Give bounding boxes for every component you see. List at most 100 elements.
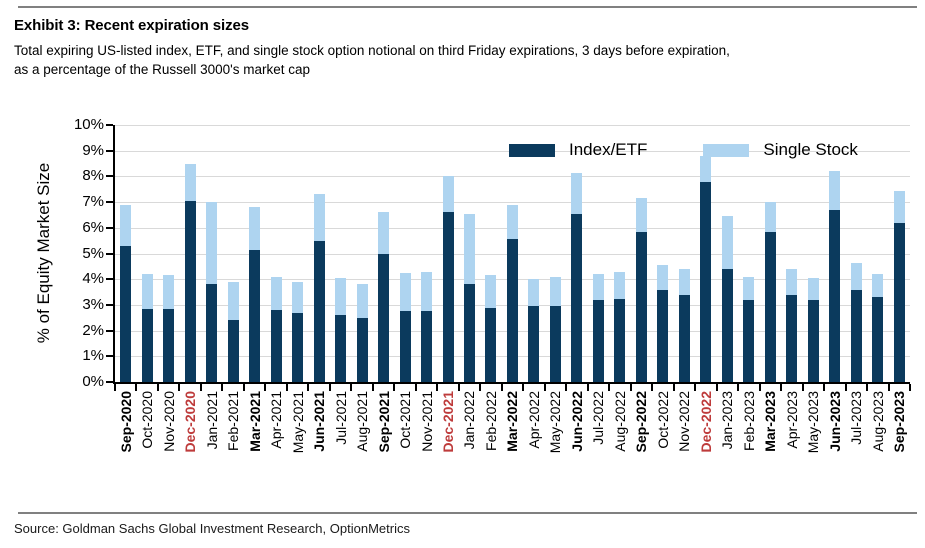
y-axis-tick-label: 6% [82, 218, 104, 236]
x-axis-label: Dec-2020 [182, 391, 199, 453]
y-axis-tick-label: 1% [82, 347, 104, 365]
bar-segment-single-stock [206, 202, 218, 285]
bar-segment-index-etf [614, 298, 626, 382]
x-axis-tick [543, 384, 546, 391]
x-axis-label-cell: Feb-2023 [738, 391, 759, 499]
bar-segment-single-stock [506, 204, 518, 240]
legend-label-index-etf: Index/ETF [569, 140, 648, 159]
bar-segment-single-stock [378, 212, 390, 254]
bar-segment-single-stock [163, 275, 175, 309]
x-axis-label-cell: Apr-2022 [523, 391, 544, 499]
x-axis-tick [586, 384, 589, 391]
bar-segment-index-etf [206, 284, 218, 382]
x-axis-label-cell: Sep-2020 [115, 391, 136, 499]
bar-segment-index-etf [635, 231, 647, 382]
x-axis-label-cell: Aug-2023 [867, 391, 888, 499]
bar-segment-index-etf [786, 294, 798, 382]
stacked-bar [700, 125, 712, 382]
bar-slot [308, 125, 329, 382]
top-divider [18, 6, 917, 8]
bar-slot [179, 125, 200, 382]
x-axis-label: Aug-2021 [354, 391, 371, 452]
bar-segment-index-etf [549, 306, 561, 382]
bar-segment-single-stock [635, 198, 647, 232]
bar-segment-single-stock [807, 278, 819, 300]
x-axis-label: Jun-2023 [826, 391, 843, 452]
bar-segment-index-etf [313, 240, 325, 382]
x-axis-tick [114, 384, 116, 391]
x-axis-label-cell: Jun-2022 [566, 391, 587, 499]
x-axis-label: Oct-2022 [654, 391, 671, 449]
exhibit-title: Exhibit 3: Recent expiration sizes [14, 17, 250, 34]
x-axis-tick [500, 384, 503, 391]
bar-segment-single-stock [335, 277, 347, 316]
stacked-bar [786, 125, 798, 382]
x-axis-tick [823, 384, 826, 391]
x-axis-label: Mar-2023 [762, 391, 779, 452]
bar-segment-single-stock [463, 213, 475, 285]
bar-slot [201, 125, 222, 382]
x-axis-label-cell: May-2021 [287, 391, 308, 499]
bar-slot [545, 125, 566, 382]
x-axis-tick [242, 384, 245, 391]
x-axis-label-cell: Jul-2021 [330, 391, 351, 499]
bar-segment-single-stock [270, 276, 282, 310]
x-axis-label: Nov-2020 [160, 391, 177, 452]
bar-segment-index-etf [485, 307, 497, 382]
x-axis-label-cell: Oct-2020 [136, 391, 157, 499]
y-axis-tick-label: 9% [82, 141, 104, 159]
stacked-bar [850, 125, 862, 382]
bar-segment-index-etf [184, 200, 196, 382]
x-axis-label: May-2022 [547, 391, 564, 454]
x-axis-label: Jul-2021 [332, 391, 349, 445]
gridline [115, 176, 910, 178]
stacked-bar [549, 125, 561, 382]
bar-segment-index-etf [528, 306, 540, 382]
y-axis-tick [106, 149, 113, 152]
bar-segment-single-stock [120, 204, 132, 246]
x-axis-label: Sep-2022 [633, 391, 650, 453]
x-axis-tick [629, 384, 632, 391]
stacked-bar [356, 125, 368, 382]
bar-slot [416, 125, 437, 382]
x-axis-tick [844, 384, 847, 391]
x-axis-label: May-2021 [289, 391, 306, 454]
x-axis-label: Jan-2022 [461, 391, 478, 450]
x-axis-label: Feb-2021 [225, 391, 242, 451]
bar-segment-single-stock [571, 172, 583, 214]
bar-segment-index-etf [678, 294, 690, 382]
bar-slot [265, 125, 286, 382]
bar-segment-index-etf [335, 315, 347, 382]
x-axis-tick [414, 384, 417, 391]
x-axis-tick [479, 384, 482, 391]
x-axis-label-cell: Sep-2022 [631, 391, 652, 499]
y-axis-tick-label: 0% [82, 373, 104, 390]
x-axis-label-cell: Aug-2022 [609, 391, 630, 499]
y-axis-tick-label: 7% [82, 193, 104, 211]
x-axis-tick [565, 384, 568, 391]
stacked-bar [163, 125, 175, 382]
bar-slot [394, 125, 415, 382]
bar-slot [888, 125, 909, 382]
bar-slot [244, 125, 265, 382]
stacked-bar [227, 125, 239, 382]
y-axis-tick-label: 2% [82, 321, 104, 339]
x-axis-label-cell: Jun-2023 [824, 391, 845, 499]
x-axis-tick [672, 384, 675, 391]
bar-segment-single-stock [657, 265, 669, 290]
bar-slot [480, 125, 501, 382]
stacked-bar [721, 125, 733, 382]
x-axis-label: Oct-2021 [397, 391, 414, 449]
source-text: Source: Goldman Sachs Global Investment … [14, 521, 410, 536]
bar-segment-single-stock [764, 202, 776, 232]
x-axis-label: Jun-2021 [311, 391, 328, 452]
stacked-bar [764, 125, 776, 382]
x-axis-tick [457, 384, 460, 391]
x-axis-tick [371, 384, 374, 391]
bar-segment-index-etf [120, 245, 132, 382]
x-axis-label-cell: Apr-2023 [781, 391, 802, 499]
x-axis-tick [264, 384, 267, 391]
x-axis-label-cell: Mar-2021 [244, 391, 265, 499]
bar-slot [373, 125, 394, 382]
bar-slot [674, 125, 695, 382]
